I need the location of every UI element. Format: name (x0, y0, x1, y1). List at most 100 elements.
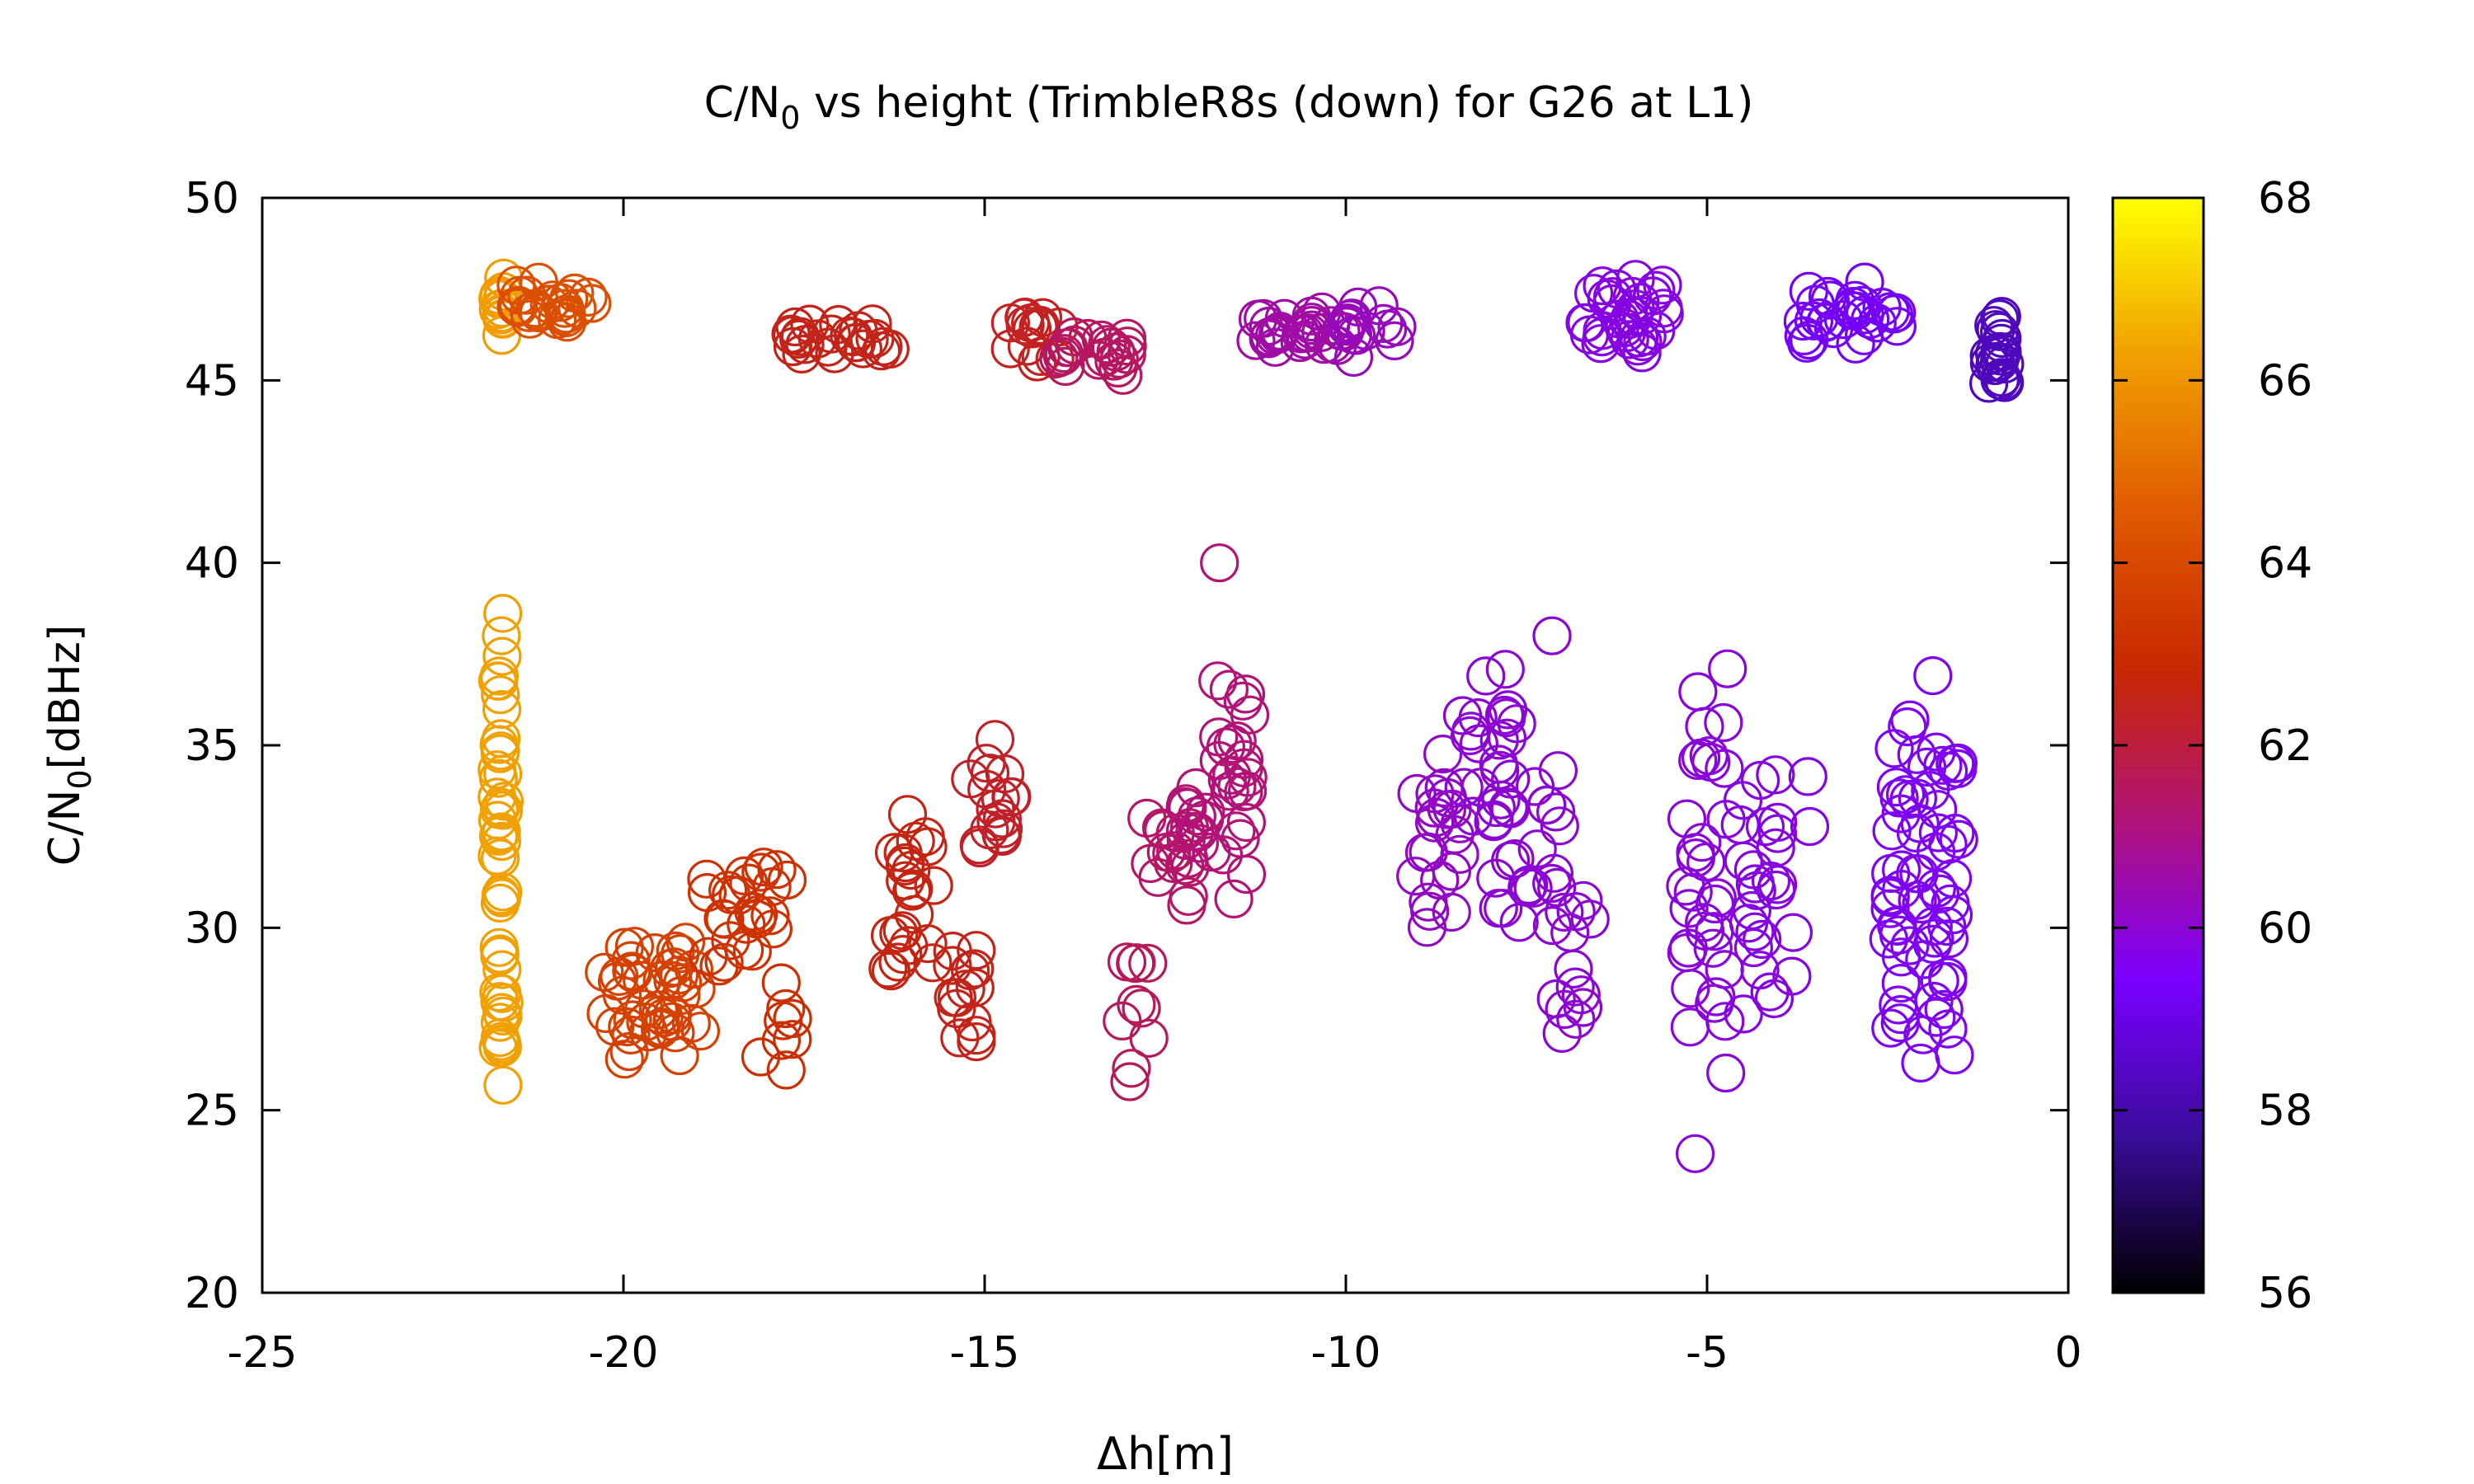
data-point (1758, 802, 1798, 843)
data-point (1756, 755, 1795, 795)
data-point (1103, 1001, 1142, 1041)
data-point (1870, 292, 1910, 331)
data-point (1479, 721, 1519, 760)
colorbar: 56 58 60 62 64 66 68 (2111, 174, 2312, 1318)
data-point (1414, 788, 1454, 828)
plot-frame (261, 196, 2070, 1294)
data-point (1054, 317, 1094, 357)
data-point (704, 942, 744, 982)
data-point (1537, 867, 1577, 908)
data-point (1532, 905, 1573, 946)
data-point (1833, 287, 1873, 326)
data-point (1556, 892, 1596, 932)
x-tick-label: -15 (950, 1328, 1020, 1378)
data-point (507, 275, 547, 315)
data-point (790, 304, 830, 344)
data-point (1882, 850, 1921, 890)
data-point (687, 859, 727, 899)
y-tick-label: 40 (185, 539, 239, 589)
data-point (1897, 735, 1936, 774)
data-point (1565, 303, 1605, 343)
data-point (951, 759, 990, 799)
data-point (482, 950, 522, 989)
data-point (1757, 870, 1796, 910)
data-point (766, 1050, 806, 1090)
data-point (1214, 879, 1253, 919)
data-point (480, 734, 520, 773)
colorbar-tick-label: 64 (2258, 539, 2312, 589)
data-point (1874, 729, 1914, 768)
data-point (1491, 759, 1531, 799)
data-point (1720, 805, 1760, 845)
data-point (482, 689, 522, 730)
data-point (868, 949, 908, 989)
data-point (477, 801, 518, 840)
title-subscript: 0 (780, 100, 800, 136)
data-point (484, 782, 524, 821)
data-point (1423, 734, 1463, 774)
data-point (498, 285, 539, 325)
y-tick-label: 45 (185, 356, 239, 406)
data-point (1740, 951, 1780, 990)
data-point (1741, 760, 1780, 801)
data-point (1914, 981, 1954, 1021)
data-point (483, 1065, 523, 1105)
data-point (482, 878, 522, 918)
data-point (1890, 926, 1930, 965)
ylabel-subscript: 0 (62, 769, 98, 789)
data-point (1499, 903, 1539, 942)
data-point (1561, 975, 1601, 1015)
data-point (761, 963, 801, 1003)
data-point (750, 896, 790, 936)
x-axis: -25 -20 -15 -10 -5 0 (228, 198, 2082, 1378)
data-point (1871, 1008, 1911, 1048)
colorbar-tick-label: 62 (2258, 721, 2312, 771)
data-point (1466, 656, 1506, 696)
data-point (1200, 543, 1239, 583)
data-point (1756, 828, 1795, 868)
data-point (477, 777, 517, 817)
data-point (914, 866, 953, 905)
x-tick-label: -10 (1311, 1328, 1381, 1378)
data-point (659, 956, 699, 995)
data-point (480, 934, 520, 974)
data-point (480, 838, 520, 878)
y-tick-label: 20 (185, 1269, 239, 1318)
data-point (1177, 796, 1217, 836)
ylabel-prefix: C/N (40, 790, 90, 866)
data-point (614, 927, 655, 966)
data-point (481, 675, 520, 715)
data-point (1844, 316, 1884, 355)
colorbar-tick-label: 68 (2258, 174, 2312, 223)
colorbar-tick-label: 60 (2258, 904, 2312, 953)
data-point (1517, 829, 1557, 869)
y-axis: 20 25 30 35 40 45 50 (185, 174, 2068, 1318)
data-point (479, 661, 519, 701)
data-point (482, 821, 522, 862)
data-point (482, 1021, 521, 1061)
data-point (1326, 305, 1366, 345)
data-point (1573, 274, 1614, 313)
data-point (708, 871, 748, 910)
data-point (1729, 904, 1769, 943)
data-point (496, 265, 536, 305)
data-point (597, 961, 637, 1001)
data-point (1681, 738, 1721, 778)
data-point (1096, 332, 1136, 372)
data-point (991, 777, 1031, 817)
data-point (766, 989, 806, 1029)
data-point (1799, 298, 1839, 338)
data-point (1836, 324, 1875, 364)
data-point (1169, 876, 1208, 916)
y-tick-label: 30 (185, 904, 239, 953)
data-point (1108, 326, 1147, 366)
data-point (1915, 918, 1954, 958)
data-point (1110, 1062, 1150, 1101)
title-suffix: vs height (TrimbleR8s (down) for G26 at … (800, 78, 1753, 128)
data-point (1236, 321, 1276, 360)
x-tick-label: -5 (1686, 1328, 1729, 1378)
data-point (1685, 707, 1724, 746)
data-point (1733, 850, 1773, 890)
data-point (711, 921, 750, 960)
